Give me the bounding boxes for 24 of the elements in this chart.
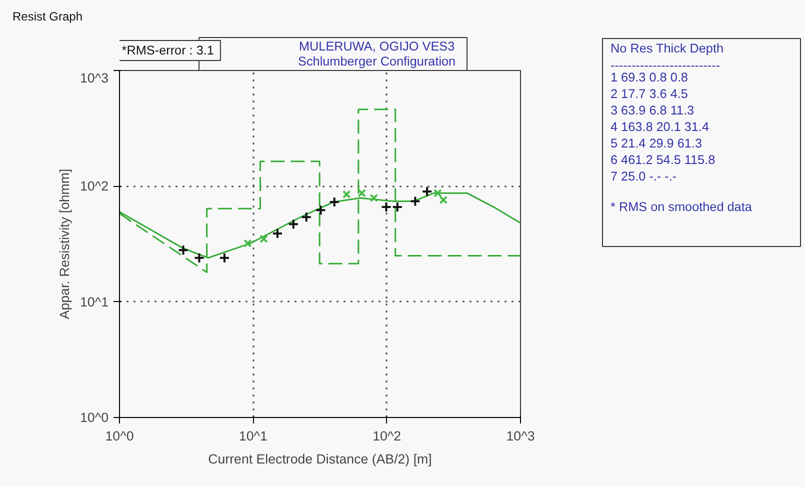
text: *RMS-error : 3.1 <box>122 44 214 58</box>
x-axis-title: Current Electrode Distance (AB/2) [m] <box>208 452 432 466</box>
text: 2 17.7 3.6 4.5 <box>610 87 688 101</box>
text: -------------------------- <box>610 58 720 72</box>
y-tick-label: 10^2 <box>80 178 109 194</box>
y-tick-label: 10^3 <box>80 70 109 86</box>
y-tick-label: 10^0 <box>80 410 109 425</box>
y-axis-title: Appar. Resistivity [ohmm] <box>57 168 72 320</box>
text: 7 25.0 -.- -.- <box>610 170 677 184</box>
x-tick-label: 10^2 <box>372 428 402 444</box>
x-tick-label: 10^3 <box>506 428 535 444</box>
text: 1 69.3 0.8 0.8 <box>610 70 688 84</box>
text: No Res Thick Depth <box>610 42 724 56</box>
chart-subtitle: Schlumberger Configuration <box>298 54 456 68</box>
text: 5 21.4 29.9 61.3 <box>610 136 702 150</box>
x-tick-label: 10^0 <box>105 428 134 444</box>
y-tick-label: 10^1 <box>80 294 109 310</box>
text: 6 461.2 54.5 115.8 <box>610 153 716 167</box>
x-tick-label: 10^1 <box>238 428 268 444</box>
text: 3 63.9 6.8 11.3 <box>610 104 694 118</box>
text: Resist Graph <box>12 10 83 24</box>
chart-title: MULERUWA, OGIJO VES3 <box>298 40 455 54</box>
text: 4 163.8 20.1 31.4 <box>610 120 710 134</box>
text: * RMS on smoothed data <box>610 200 753 214</box>
